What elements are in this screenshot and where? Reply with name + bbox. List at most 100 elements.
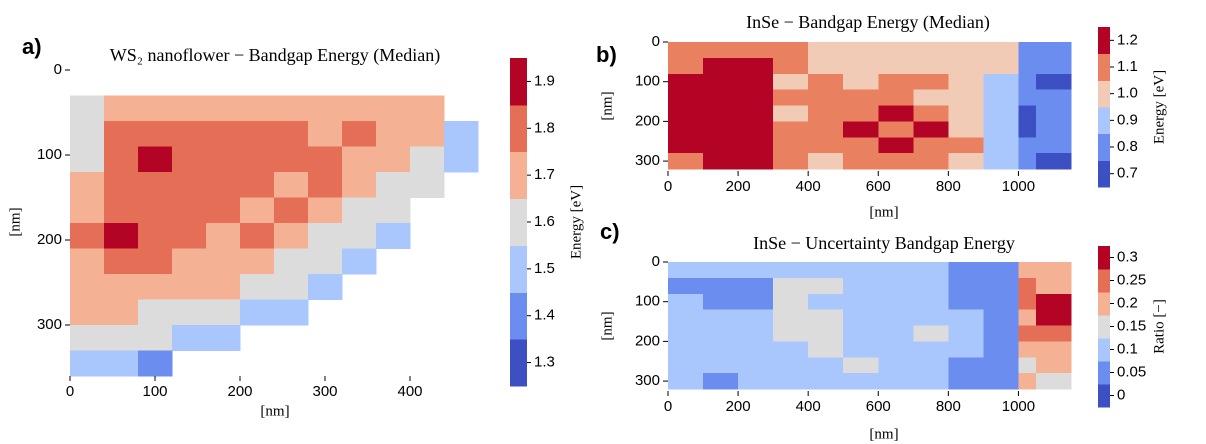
heatmap-cell xyxy=(843,341,879,358)
heatmap-cell xyxy=(773,293,809,311)
heatmap-cell xyxy=(773,357,809,374)
colorbar-segment xyxy=(1098,133,1110,161)
heatmap-cell xyxy=(983,325,1019,342)
heatmap-cell xyxy=(913,373,949,390)
heatmap-cell xyxy=(1035,341,1072,358)
heatmap-cell xyxy=(773,73,809,91)
heatmap-cell xyxy=(738,42,774,59)
heatmap-cell xyxy=(70,146,105,173)
colorbar-label: Ratio [−] xyxy=(1151,299,1167,354)
heatmap-cell xyxy=(703,121,739,138)
heatmap-cell xyxy=(70,197,105,224)
colorbar-segment xyxy=(1098,107,1110,135)
heatmap-cell xyxy=(1035,57,1072,75)
heatmap-cell xyxy=(172,172,207,198)
heatmap-cell xyxy=(738,373,774,390)
heatmap-cell xyxy=(104,350,139,377)
heatmap-cell xyxy=(948,373,984,390)
heatmap-cell xyxy=(376,146,411,173)
colorbar-segment xyxy=(1098,27,1110,55)
heatmap-cell xyxy=(913,57,949,75)
heatmap-cell xyxy=(376,172,411,198)
heatmap-cell xyxy=(703,73,739,91)
heatmap-cell xyxy=(703,42,739,59)
heatmap-cell xyxy=(274,121,309,147)
x-tick-label: 200 xyxy=(726,178,751,195)
heatmap-cell xyxy=(172,248,207,275)
heatmap-cell xyxy=(843,57,879,75)
x-tick-label: 400 xyxy=(796,178,821,195)
y-tick-label: 100 xyxy=(635,293,660,310)
heatmap-cell xyxy=(172,146,207,173)
heatmap-cell xyxy=(308,248,343,275)
colorbar-tick-label: 1.5 xyxy=(534,260,555,277)
heatmap-cell xyxy=(843,293,879,311)
heatmap-cell xyxy=(738,309,774,327)
heatmap-cell xyxy=(738,73,774,91)
heatmap-cell xyxy=(878,309,914,327)
heatmap-cell xyxy=(878,153,914,170)
heatmap-cell xyxy=(308,95,343,122)
x-tick-label: 800 xyxy=(936,398,961,415)
heatmap-cell xyxy=(843,373,879,390)
heatmap-cell xyxy=(983,293,1019,311)
heatmap-cell xyxy=(843,325,879,342)
x-tick-label: 600 xyxy=(866,398,891,415)
heatmap-cell xyxy=(948,57,984,75)
colorbar-tick-label: 0.25 xyxy=(1117,271,1146,288)
heatmap-cell xyxy=(738,121,774,138)
heatmap-cell xyxy=(983,42,1019,59)
colorbar-tick-label: 0.7 xyxy=(1117,165,1138,182)
colorbar-segment xyxy=(510,104,527,153)
heatmap-cell xyxy=(878,341,914,358)
heatmap-cell xyxy=(878,373,914,390)
heatmap-cell xyxy=(878,105,914,122)
heatmap-cell xyxy=(913,137,949,154)
heatmap-cell xyxy=(1035,153,1072,170)
heatmap-cell xyxy=(913,89,949,107)
heatmap-cell xyxy=(274,223,309,249)
heatmap-cell xyxy=(240,248,275,275)
heatmap-cell xyxy=(70,274,105,300)
colorbar-tick-label: 0.2 xyxy=(1117,294,1138,311)
panel-label: a) xyxy=(22,34,42,59)
colorbar-segment xyxy=(1098,384,1110,408)
heatmap-cell xyxy=(703,341,739,358)
heatmap-cell xyxy=(738,357,774,374)
heatmap-cell xyxy=(240,121,275,147)
heatmap-cell xyxy=(773,309,809,327)
heatmap-cell xyxy=(808,89,844,107)
heatmap-cell xyxy=(913,293,949,311)
heatmap-cell xyxy=(773,277,809,295)
heatmap-cell xyxy=(1035,277,1072,295)
heatmap-cell xyxy=(138,350,173,377)
colorbar-tick-label: 1.3 xyxy=(534,354,555,371)
y-tick-label: 300 xyxy=(37,316,62,333)
heatmap-cell xyxy=(172,325,207,351)
heatmap-cell xyxy=(104,95,139,122)
heatmap-cell xyxy=(668,89,704,107)
heatmap-cell xyxy=(308,197,343,224)
heatmap-cell xyxy=(948,277,984,295)
heatmap-cell xyxy=(206,223,241,249)
colorbar-tick-label: 0 xyxy=(1117,386,1125,403)
heatmap-cell xyxy=(703,357,739,374)
heatmap-cell xyxy=(878,121,914,138)
heatmap-cell xyxy=(738,153,774,170)
heatmap-cell xyxy=(668,293,704,311)
x-tick-label: 100 xyxy=(142,383,167,400)
colorbar-tick-label: 0.3 xyxy=(1117,248,1138,265)
heatmap-cell xyxy=(878,262,914,279)
heatmap-cell xyxy=(274,172,309,198)
heatmap-cell xyxy=(983,309,1019,327)
heatmap-cell xyxy=(240,172,275,198)
heatmap-cell xyxy=(913,277,949,295)
heatmap-cell xyxy=(104,146,139,173)
heatmap-cell xyxy=(773,89,809,107)
heatmap-cell xyxy=(342,121,377,147)
heatmap-cell xyxy=(773,153,809,170)
heatmap-cell xyxy=(913,262,949,279)
heatmap-cell xyxy=(138,325,173,351)
chart-title: WS₂ nanoflower − Bandgap Energy (Median) xyxy=(110,45,441,66)
